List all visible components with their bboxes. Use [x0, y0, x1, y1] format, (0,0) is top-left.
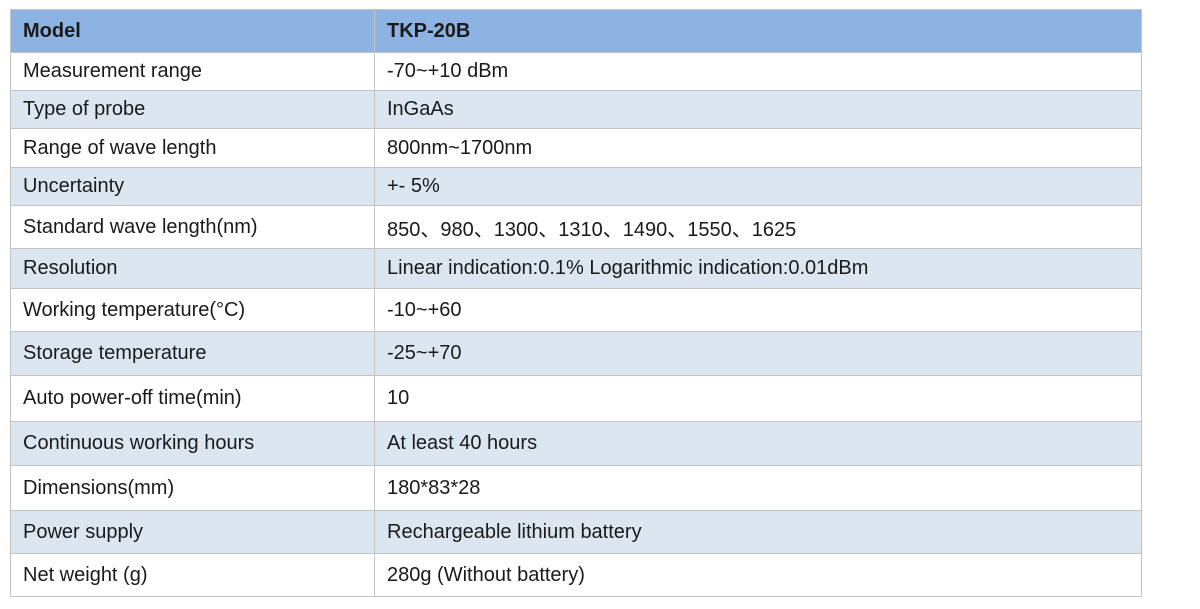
table-row: Standard wave length(nm) 850、980、1300、13…	[10, 205, 1142, 249]
row-label: Standard wave length(nm)	[10, 205, 375, 249]
row-label: Power supply	[10, 510, 375, 554]
row-value: 280g (Without battery)	[374, 553, 1142, 597]
table-header-row: Model TKP-20B	[10, 9, 1142, 53]
row-value: Rechargeable lithium battery	[374, 510, 1142, 554]
table-row: Working temperature(°C) -10~+60	[10, 288, 1142, 332]
table-row: Type of probe InGaAs	[10, 90, 1142, 129]
row-value: 10	[374, 375, 1142, 422]
row-value: +- 5%	[374, 167, 1142, 206]
table-row: Storage temperature -25~+70	[10, 331, 1142, 376]
row-value: At least 40 hours	[374, 421, 1142, 466]
row-label: Range of wave length	[10, 128, 375, 168]
row-value: Linear indication:0.1% Logarithmic indic…	[374, 248, 1142, 289]
row-label: Working temperature(°C)	[10, 288, 375, 332]
table-row: Continuous working hours At least 40 hou…	[10, 421, 1142, 466]
table-row: Auto power-off time(min) 10	[10, 375, 1142, 422]
row-value: -70~+10 dBm	[374, 52, 1142, 91]
table-row: Measurement range -70~+10 dBm	[10, 52, 1142, 91]
row-label: Type of probe	[10, 90, 375, 129]
table-row: Range of wave length 800nm~1700nm	[10, 128, 1142, 168]
row-value: 180*83*28	[374, 465, 1142, 511]
row-label: Dimensions(mm)	[10, 465, 375, 511]
row-label: Continuous working hours	[10, 421, 375, 466]
header-value: TKP-20B	[374, 9, 1142, 53]
table-row: Power supply Rechargeable lithium batter…	[10, 510, 1142, 554]
row-label: Storage temperature	[10, 331, 375, 376]
row-label: Auto power-off time(min)	[10, 375, 375, 422]
table-row: Dimensions(mm) 180*83*28	[10, 465, 1142, 511]
row-value: -10~+60	[374, 288, 1142, 332]
row-label: Net weight (g)	[10, 553, 375, 597]
row-value: 800nm~1700nm	[374, 128, 1142, 168]
row-value: -25~+70	[374, 331, 1142, 376]
table-row: Resolution Linear indication:0.1% Logari…	[10, 248, 1142, 289]
table-row: Net weight (g) 280g (Without battery)	[10, 553, 1142, 597]
row-value: InGaAs	[374, 90, 1142, 129]
row-label: Uncertainty	[10, 167, 375, 206]
header-label: Model	[10, 9, 375, 53]
table-row: Uncertainty +- 5%	[10, 167, 1142, 206]
row-label: Measurement range	[10, 52, 375, 91]
row-label: Resolution	[10, 248, 375, 289]
row-value: 850、980、1300、1310、1490、1550、1625	[374, 205, 1142, 249]
spec-table: Model TKP-20B Measurement range -70~+10 …	[10, 9, 1142, 597]
